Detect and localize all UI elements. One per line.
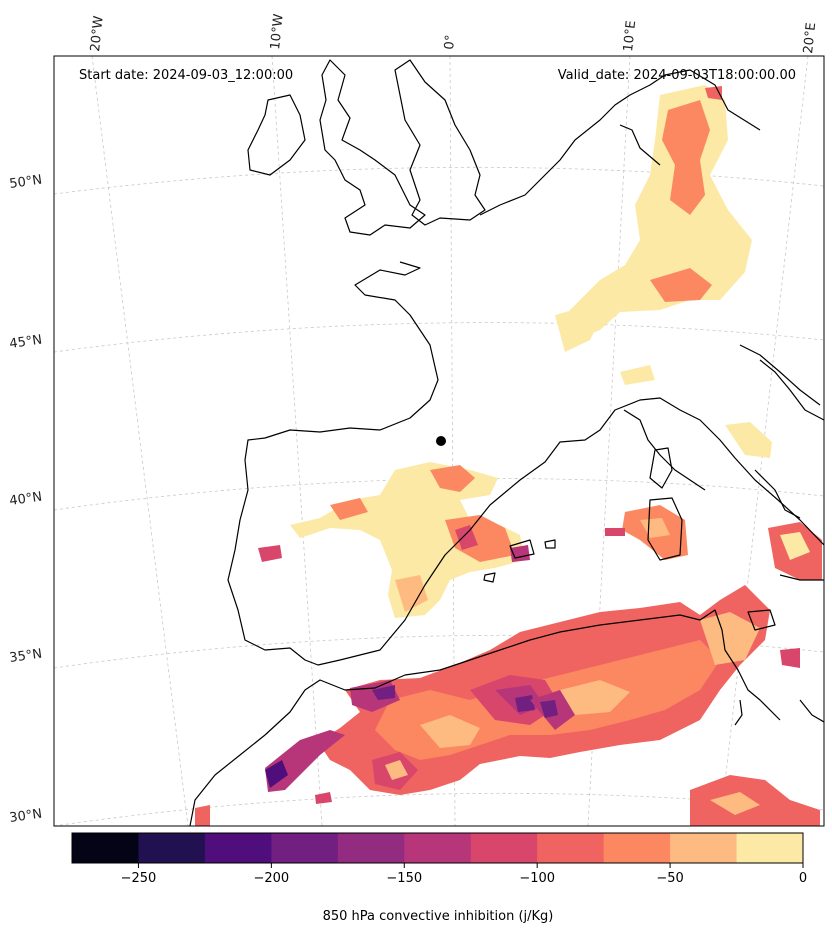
colorbar-segment	[736, 833, 804, 863]
lon-label-10w: 10°W	[268, 13, 287, 50]
colorbar-segment	[537, 833, 605, 863]
map-frame	[53, 55, 825, 827]
colorbar-segment	[603, 833, 671, 863]
colorbar-segment	[138, 833, 206, 863]
colorbar-segment	[404, 833, 472, 863]
colorbar-segment	[204, 833, 272, 863]
colorbar-tick-label: −150	[386, 871, 422, 886]
colorbar-tick-label: −250	[121, 871, 157, 886]
colorbar-label: 850 hPa convective inhibition (j/Kg)	[323, 909, 554, 924]
lat-label-30n: 30°N	[8, 807, 43, 826]
coastlines	[189, 59, 824, 826]
colorbar-tick-label: −50	[656, 871, 683, 886]
colorbar: −250 −200 −150 −100 −50 0	[71, 832, 807, 886]
lat-label-40n: 40°N	[8, 490, 43, 509]
colorbar-tick-label: 0	[799, 871, 807, 886]
colorbar-border	[71, 832, 804, 864]
colorbar-tick-label: −100	[519, 871, 555, 886]
lat-label-45n: 45°N	[8, 333, 43, 352]
cin-field	[195, 85, 822, 826]
colorbar-segment	[271, 833, 339, 863]
start-date-label: Start date: 2024-09-03_12:00:00	[79, 68, 293, 83]
colorbar-segment	[337, 833, 405, 863]
lat-label-50n: 50°N	[8, 173, 43, 192]
lon-label-20e: 20°E	[801, 22, 819, 55]
colorbar-segment	[670, 833, 738, 863]
valid-date-label: Valid_date: 2024-09-03T18:00:00.00	[558, 68, 796, 83]
lon-label-20w: 20°W	[88, 15, 107, 52]
colorbar-segment	[72, 833, 139, 863]
colorbar-segment	[470, 833, 538, 863]
lat-label-35n: 35°N	[8, 647, 43, 666]
lon-label-10e: 10°E	[621, 20, 639, 53]
cin-area-central-europe	[560, 85, 752, 340]
colorbar-tick-label: −200	[254, 871, 290, 886]
lon-label-0: 0°	[442, 34, 458, 50]
